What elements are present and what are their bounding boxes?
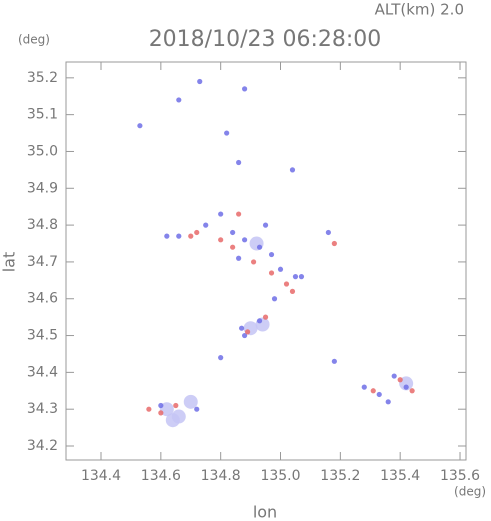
data-point <box>289 288 296 294</box>
data-point <box>165 413 180 428</box>
data-point <box>194 229 200 236</box>
data-point <box>298 274 305 280</box>
y-unit: (deg) <box>18 33 50 47</box>
data-point <box>203 222 209 228</box>
data-point <box>262 222 269 228</box>
data-point <box>239 325 245 331</box>
data-point <box>245 329 251 335</box>
data-point <box>158 402 164 409</box>
data-point <box>176 233 182 239</box>
plot-frame <box>65 61 467 461</box>
data-point <box>256 244 263 250</box>
y-axis-label: lat <box>0 252 19 273</box>
x-axis-label: lon <box>253 503 277 521</box>
data-point <box>277 266 284 272</box>
data-point <box>176 97 182 103</box>
data-point <box>230 244 236 250</box>
data-point <box>194 406 200 412</box>
data-point <box>268 251 275 258</box>
y-tick-label: 35.0 <box>27 143 58 159</box>
data-point <box>331 358 337 364</box>
data-point <box>164 233 170 239</box>
data-point <box>268 270 275 276</box>
data-point <box>397 377 403 383</box>
data-point <box>173 402 179 409</box>
x-tick-label: 134.4 <box>81 468 121 484</box>
data-point <box>409 388 415 394</box>
data-point <box>289 167 296 173</box>
y-tick-label: 34.7 <box>27 254 58 270</box>
x-unit: (deg) <box>454 485 486 499</box>
data-point <box>146 406 152 412</box>
y-tick-label: 34.8 <box>27 217 58 233</box>
data-point <box>256 318 263 324</box>
data-point <box>283 281 290 287</box>
data-point <box>137 123 143 129</box>
data-point <box>242 332 248 339</box>
y-tick-label: 34.2 <box>27 438 58 454</box>
x-tick-label: 135.0 <box>260 468 300 484</box>
data-point <box>230 229 236 236</box>
y-tick-label: 34.9 <box>27 180 58 196</box>
y-tick-label: 34.5 <box>27 328 58 344</box>
x-tick-label: 134.8 <box>201 468 241 484</box>
y-tick-label: 34.3 <box>27 401 58 417</box>
data-point <box>183 394 198 409</box>
data-point <box>361 384 367 390</box>
data-point <box>158 410 164 416</box>
y-tick-label: 35.2 <box>27 70 58 86</box>
data-point <box>271 296 278 302</box>
data-point <box>242 86 248 92</box>
data-point <box>242 237 248 243</box>
data-point <box>197 78 203 85</box>
chart-title: 2018/10/23 06:28:00 <box>149 27 382 52</box>
data-point <box>236 211 242 217</box>
data-point <box>292 274 299 280</box>
x-tick-label: 135.6 <box>440 468 480 484</box>
data-point <box>218 355 224 361</box>
y-tick-label: 34.4 <box>27 364 58 380</box>
data-point <box>188 233 194 239</box>
x-tick-label: 134.6 <box>141 468 181 484</box>
data-point <box>403 384 409 390</box>
data-point <box>262 314 269 320</box>
altitude-label: ALT(km) 2.0 <box>375 1 464 19</box>
data-point <box>250 259 257 265</box>
data-point <box>391 373 397 379</box>
y-tick-label: 35.1 <box>27 107 58 123</box>
data-point <box>370 388 376 394</box>
data-point <box>331 240 337 247</box>
data-point <box>385 399 391 405</box>
data-point <box>218 237 224 243</box>
x-tick-label: 135.2 <box>320 468 360 484</box>
data-point <box>376 391 382 398</box>
data-point <box>236 159 242 166</box>
data-point <box>218 211 224 217</box>
data-point <box>224 130 230 136</box>
x-tick-label: 135.4 <box>380 468 420 484</box>
data-point <box>236 255 242 261</box>
y-tick-label: 34.6 <box>27 291 58 307</box>
data-point <box>325 229 331 236</box>
